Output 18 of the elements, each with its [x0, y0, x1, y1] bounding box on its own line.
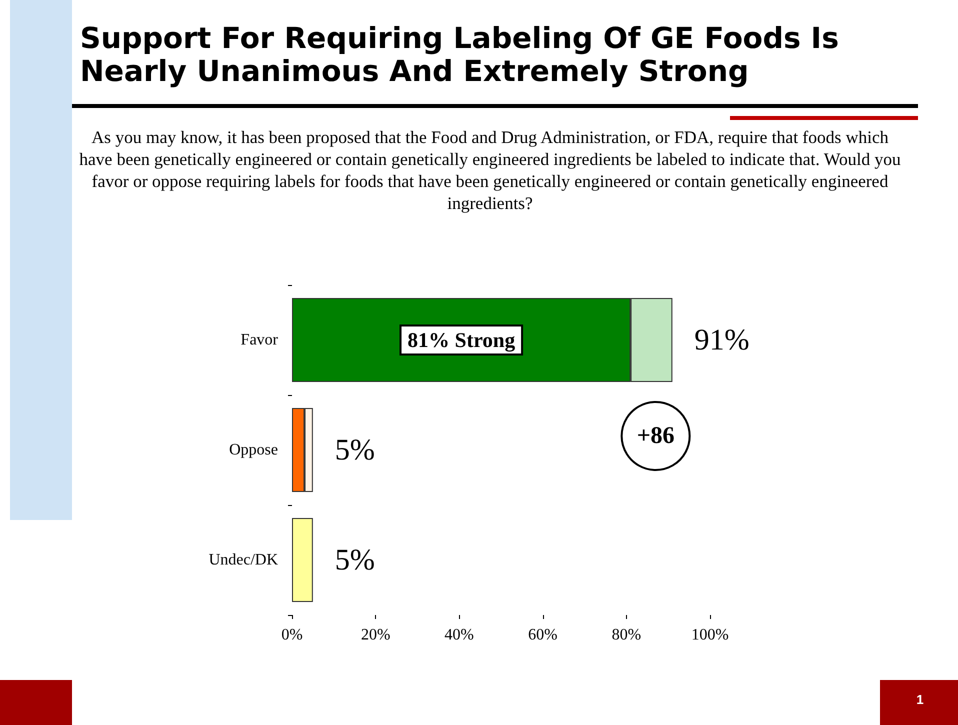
x-tick-label: 100% — [691, 626, 729, 644]
text: 1 — [915, 692, 925, 707]
x-tick-label: 80% — [612, 626, 642, 644]
y-tick-label: Undec/DK — [208, 552, 278, 568]
chart-subtitle: As you may know, it has been proposed that the Food and Drug Administration, or FDA, require that foods which have been genetically engineered or contain genetically engineered ingredients be labeled to indicate that. Would you favor or oppose requiring labels for foods that have been genetically engineered or contain genetically engineered ingredients? — [78, 126, 902, 214]
total-label: 5% — [334, 434, 375, 466]
annotation: +86 — [636, 423, 675, 449]
chart-title: Support For Requiring Labeling Of GE Foods Is Nearly Unanimous And Extremely Strong — [80, 21, 840, 88]
data-label: 81% Strong — [408, 328, 516, 352]
y-tick-label: Favor — [240, 332, 279, 348]
y-tick-label: Oppose — [229, 442, 278, 458]
total-label: 5% — [334, 544, 375, 576]
x-tick-label: 20% — [360, 626, 390, 644]
total-label: 91% — [694, 324, 750, 356]
x-tick-label: 60% — [528, 626, 558, 644]
bar — [292, 518, 313, 602]
x-tick-label: 40% — [444, 626, 474, 644]
x-tick-label: 0% — [281, 626, 303, 644]
